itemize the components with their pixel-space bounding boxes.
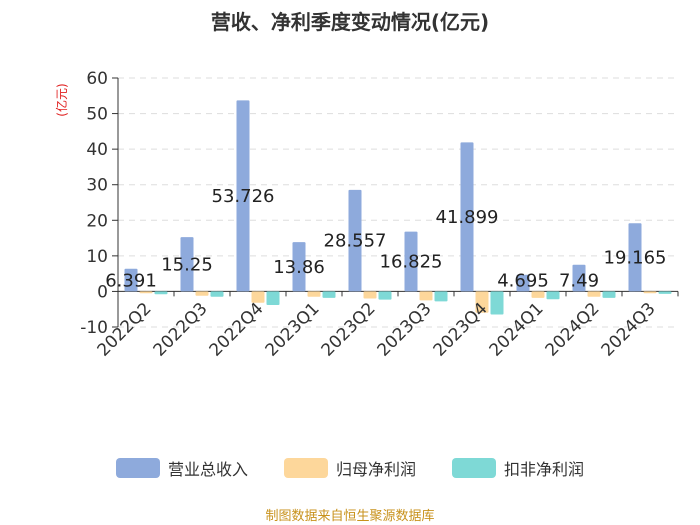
y-tick-label: -10 xyxy=(80,318,108,338)
bar-revenue xyxy=(628,223,642,292)
bar-revenue xyxy=(404,231,418,292)
x-tick-label: 2024Q2 xyxy=(542,299,604,361)
data-label-revenue: 15.25 xyxy=(161,254,213,275)
bar-net-profit xyxy=(643,291,657,294)
bar-net-profit xyxy=(139,291,153,294)
bar-deducted-profit xyxy=(546,291,560,300)
bar-revenue xyxy=(292,242,306,292)
bar-revenue xyxy=(236,100,250,292)
data-label-revenue: 13.86 xyxy=(273,257,325,278)
source-note: 制图数据来自恒生聚源数据库 xyxy=(265,509,435,524)
legend-swatch-revenue xyxy=(115,458,160,478)
y-tick-label: 10 xyxy=(86,247,108,267)
chart-legend: 营业总收入 归母净利润 扣非净利润 xyxy=(0,456,700,480)
legend-label-revenue: 营业总收入 xyxy=(167,460,248,479)
y-tick-label: 60 xyxy=(86,69,108,89)
legend-item-revenue[interactable]: 营业总收入 xyxy=(115,456,248,480)
data-label-revenue: 4.695 xyxy=(497,270,549,291)
y-axis-label: (亿元) xyxy=(54,83,69,116)
bar-net-profit xyxy=(587,291,601,297)
bar-net-profit xyxy=(531,291,545,298)
bar-deducted-profit xyxy=(490,291,504,315)
data-label-revenue: 7.49 xyxy=(559,270,599,291)
y-tick-label: 40 xyxy=(86,140,108,160)
y-tick-label: 30 xyxy=(86,176,108,196)
x-tick-label: 2023Q1 xyxy=(262,299,324,361)
bar-net-profit xyxy=(475,291,489,313)
chart-title: 营收、净利季度变动情况(亿元) xyxy=(210,10,490,34)
bar-net-profit xyxy=(419,291,433,301)
data-label-revenue: 19.165 xyxy=(604,247,667,268)
data-label-revenue: 53.726 xyxy=(212,186,275,207)
y-tick-label: 20 xyxy=(86,211,108,231)
x-tick-label: 2024Q3 xyxy=(598,299,660,361)
bar-deducted-profit xyxy=(378,291,392,300)
legend-item-deducted-profit[interactable]: 扣非净利润 xyxy=(452,456,584,480)
legend-label-deducted-profit: 扣非净利润 xyxy=(504,460,585,479)
bar-chart: (亿元)-1001020304050606.3912022Q215.252022… xyxy=(54,69,679,361)
data-label-revenue: 41.899 xyxy=(436,207,499,228)
bar-deducted-profit xyxy=(658,291,672,294)
bar-deducted-profit xyxy=(154,291,168,295)
x-tick-label: 2023Q2 xyxy=(318,299,380,361)
bar-deducted-profit xyxy=(210,291,224,297)
bar-net-profit xyxy=(195,291,209,296)
bar-revenue xyxy=(460,142,474,292)
bar-revenue xyxy=(572,264,586,292)
data-label-revenue: 16.825 xyxy=(380,252,443,273)
x-tick-label: 2023Q3 xyxy=(374,299,436,361)
legend-swatch-deducted-profit xyxy=(452,458,496,478)
x-tick-label: 2023Q4 xyxy=(430,299,492,361)
y-tick-label: 0 xyxy=(97,282,108,302)
data-label-revenue: 6.391 xyxy=(105,270,157,291)
bar-net-profit xyxy=(251,291,265,303)
x-tick-label: 2022Q4 xyxy=(206,299,268,361)
bar-deducted-profit xyxy=(322,291,336,298)
bar-deducted-profit xyxy=(602,291,616,298)
bar-net-profit xyxy=(363,291,377,299)
x-tick-label: 2022Q3 xyxy=(150,299,212,361)
legend-item-net-profit[interactable]: 归母净利润 xyxy=(283,456,416,480)
bar-revenue xyxy=(124,268,138,292)
bar-net-profit xyxy=(307,291,321,297)
bar-revenue xyxy=(348,189,362,292)
legend-swatch-net-profit xyxy=(283,458,328,478)
legend-label-net-profit: 归母净利润 xyxy=(335,460,416,479)
bar-revenue xyxy=(180,237,194,292)
bar-revenue xyxy=(516,274,530,292)
data-label-revenue: 28.557 xyxy=(324,231,387,252)
bar-deducted-profit xyxy=(266,291,280,305)
bar-deducted-profit xyxy=(434,291,448,302)
y-tick-label: 50 xyxy=(86,105,108,125)
